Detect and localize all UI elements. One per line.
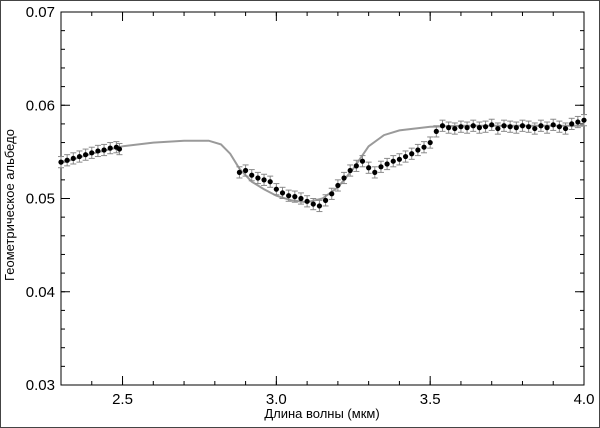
- data-point: [470, 123, 476, 129]
- data-point: [519, 123, 526, 129]
- data-point: [495, 125, 501, 132]
- data-point: [378, 164, 384, 170]
- data-point: [390, 158, 396, 164]
- data-point: [255, 175, 261, 181]
- data-point: [532, 125, 538, 132]
- data-point: [452, 125, 458, 132]
- data-point: [501, 123, 507, 129]
- data-point: [236, 169, 243, 175]
- data-point: [538, 123, 544, 129]
- data-point: [316, 203, 323, 209]
- data-point: [409, 151, 415, 157]
- data-point: [446, 125, 452, 131]
- data-point: [526, 124, 532, 130]
- data-point: [569, 121, 575, 127]
- data-point: [347, 167, 353, 174]
- x-axis-label: Длина волны (мкм): [264, 406, 379, 421]
- data-point: [421, 144, 427, 150]
- data-point: [581, 117, 587, 123]
- data-point: [335, 182, 341, 189]
- data-point: [341, 175, 347, 181]
- data-point: [575, 119, 581, 125]
- data-point: [89, 150, 95, 156]
- data-points-group: [58, 114, 587, 213]
- data-point: [372, 169, 378, 175]
- data-point: [116, 146, 123, 152]
- model-curve-group: [60, 124, 584, 204]
- data-point: [101, 147, 107, 153]
- data-point: [476, 125, 482, 131]
- data-point: [464, 125, 470, 131]
- data-point: [242, 167, 249, 174]
- model-curve: [60, 124, 584, 204]
- data-point: [76, 153, 83, 160]
- data-point: [458, 124, 464, 130]
- y-axis-label: Геометрическое альбедо: [2, 129, 17, 281]
- data-point: [396, 156, 403, 162]
- y-tick-label: 0.03: [26, 377, 55, 394]
- data-point: [482, 124, 489, 130]
- data-point: [550, 122, 556, 128]
- data-point: [249, 172, 255, 178]
- data-point: [544, 125, 550, 131]
- y-tick-label: 0.07: [26, 4, 55, 21]
- x-tick-label: 3.5: [420, 391, 441, 408]
- y-tick-label: 0.05: [26, 191, 55, 208]
- data-point: [366, 165, 372, 171]
- data-point: [415, 147, 421, 153]
- data-point: [562, 125, 569, 132]
- data-point: [353, 163, 359, 169]
- data-point: [513, 125, 519, 131]
- x-tick-label: 2.5: [112, 391, 133, 408]
- data-point: [267, 179, 273, 185]
- axis-ticks: 2.5 3.0 3.5 4.0 0.03 0.04 0.05 0.06 0.07: [26, 4, 595, 408]
- data-point: [261, 177, 267, 183]
- data-point: [439, 123, 446, 129]
- data-point: [322, 197, 329, 203]
- data-point: [95, 148, 101, 154]
- data-point: [298, 195, 304, 202]
- data-point: [107, 145, 113, 151]
- data-point: [58, 159, 64, 165]
- data-point: [64, 157, 70, 163]
- data-point: [304, 198, 310, 204]
- data-point: [556, 124, 562, 130]
- data-point: [292, 194, 298, 200]
- x-tick-label: 4.0: [574, 391, 595, 408]
- axis-labels: Длина волны (мкм) Геометрическое альбедо: [2, 129, 380, 421]
- y-tick-label: 0.06: [26, 97, 55, 114]
- data-point: [384, 161, 390, 167]
- data-point: [286, 193, 292, 199]
- data-point: [279, 190, 286, 196]
- data-point: [427, 139, 433, 146]
- data-point: [359, 158, 366, 164]
- data-point: [507, 124, 513, 130]
- data-point: [70, 155, 76, 162]
- data-point: [329, 191, 335, 197]
- data-point: [489, 122, 495, 128]
- data-point: [402, 153, 409, 160]
- data-point: [310, 201, 316, 207]
- data-point: [273, 186, 279, 192]
- x-tick-label: 3.0: [266, 391, 287, 408]
- y-tick-label: 0.04: [26, 284, 55, 301]
- data-point: [83, 152, 89, 158]
- data-point: [433, 128, 439, 134]
